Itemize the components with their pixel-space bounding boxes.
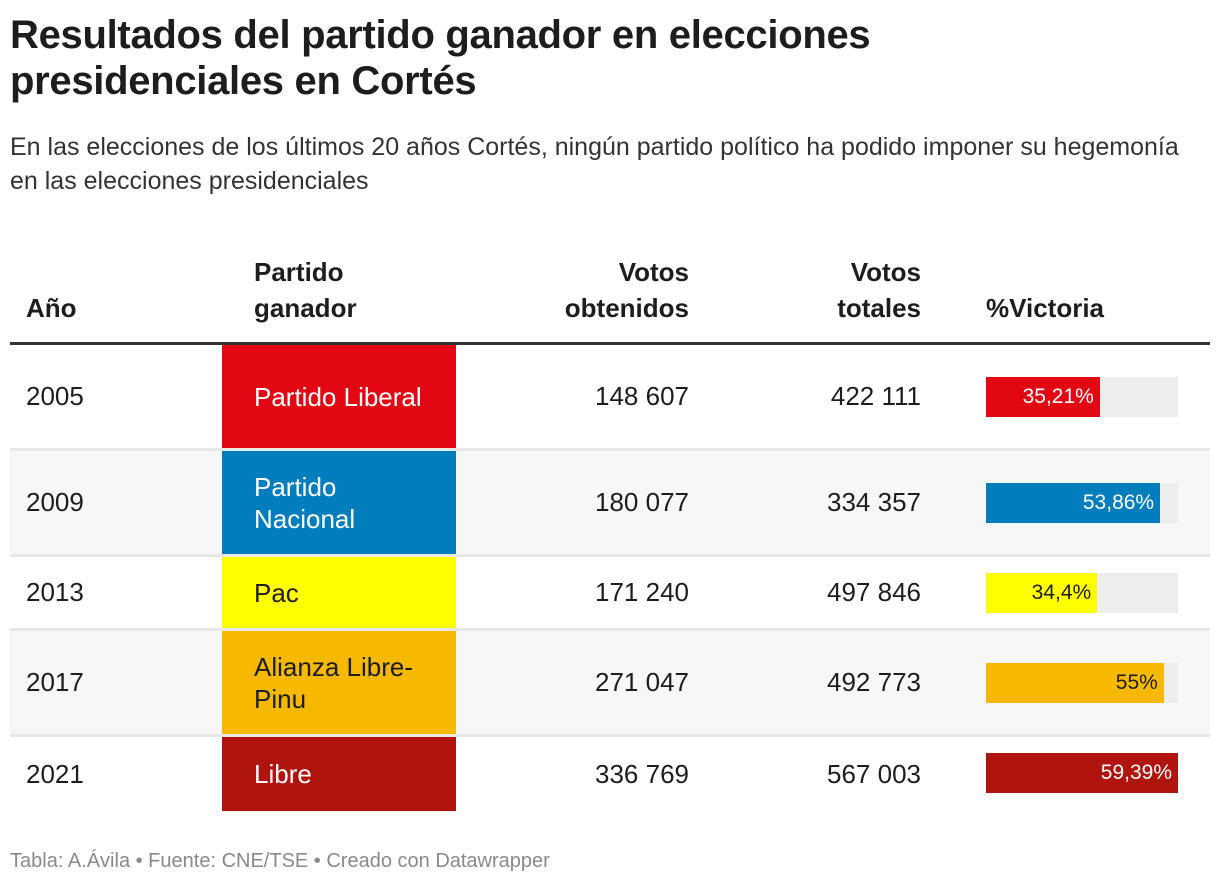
bar-track: 35,21% [986, 377, 1178, 417]
header-party: Partido ganador [254, 257, 357, 323]
bar-track: 53,86% [986, 483, 1178, 523]
header-divider [10, 342, 1210, 345]
bar-victoria: 55% [986, 663, 1164, 703]
cell-party: Libre [222, 737, 456, 811]
cell-year: 2021 [26, 758, 84, 789]
cell-votes: 180 077 [595, 487, 689, 517]
cell-year: 2013 [26, 577, 84, 607]
cell-votes: 148 607 [595, 381, 689, 411]
bar-victoria: 59,39% [986, 753, 1178, 793]
bar-track: 34,4% [986, 573, 1178, 613]
bar-label: 53,86% [1082, 491, 1155, 514]
table-row: 2005 Partido Liberal 148 607 422 111 35,… [10, 345, 1210, 451]
footer-credits: Tabla: A.Ávila • Fuente: CNE/TSE • Cread… [10, 850, 550, 872]
table-row: 2013 Pac 171 240 497 846 34,4% [10, 557, 1210, 631]
bar-victoria: 53,86% [986, 483, 1161, 523]
table-row: 2009 Partido Nacional 180 077 334 357 53… [10, 451, 1210, 557]
cell-party: Partido Liberal [222, 345, 456, 448]
chart-subtitle: En las elecciones de los últimos 20 años… [10, 133, 1179, 195]
cell-year: 2009 [26, 487, 84, 517]
bar-victoria: 35,21% [986, 377, 1100, 417]
cell-party: Pac [222, 557, 456, 628]
party-name: Libre [254, 759, 312, 789]
cell-total: 422 111 [830, 381, 921, 411]
party-name: Partido Nacional [254, 471, 356, 534]
cell-party: Partido Nacional [222, 451, 456, 554]
bar-track: 55% [986, 663, 1178, 703]
cell-year: 2017 [26, 667, 84, 697]
bar-victoria: 34,4% [986, 573, 1098, 613]
header-year: Año [26, 293, 77, 323]
header-total: Votos totales [837, 257, 921, 323]
header-votes: Votos obtenidos [564, 257, 689, 323]
bar-label: 35,21% [1022, 385, 1094, 408]
table-row: 2021 Libre 336 769 567 003 59,39% [10, 737, 1210, 811]
cell-total: 497 846 [827, 577, 921, 607]
header-pct: %Victoria [986, 293, 1105, 323]
bar-label: 55% [1115, 671, 1158, 694]
bar-label: 59,39% [1100, 761, 1172, 784]
cell-party: Alianza Libre-Pinu [222, 631, 456, 734]
cell-total: 492 773 [827, 667, 921, 697]
party-name: Alianza Libre-Pinu [254, 651, 413, 714]
cell-votes: 271 047 [595, 667, 689, 697]
cell-total: 334 357 [827, 487, 921, 517]
party-name: Pac [254, 577, 299, 608]
cell-total: 567 003 [827, 758, 921, 789]
bar-label: 34,4% [1031, 581, 1092, 604]
cell-votes: 171 240 [595, 577, 689, 607]
chart-title: Resultados del partido ganador en elecci… [10, 13, 871, 103]
bar-track: 59,39% [986, 753, 1178, 793]
table-row: 2017 Alianza Libre-Pinu 271 047 492 773 … [10, 631, 1210, 737]
cell-year: 2005 [26, 381, 84, 411]
party-name: Partido Liberal [254, 381, 422, 412]
cell-votes: 336 769 [595, 758, 689, 789]
